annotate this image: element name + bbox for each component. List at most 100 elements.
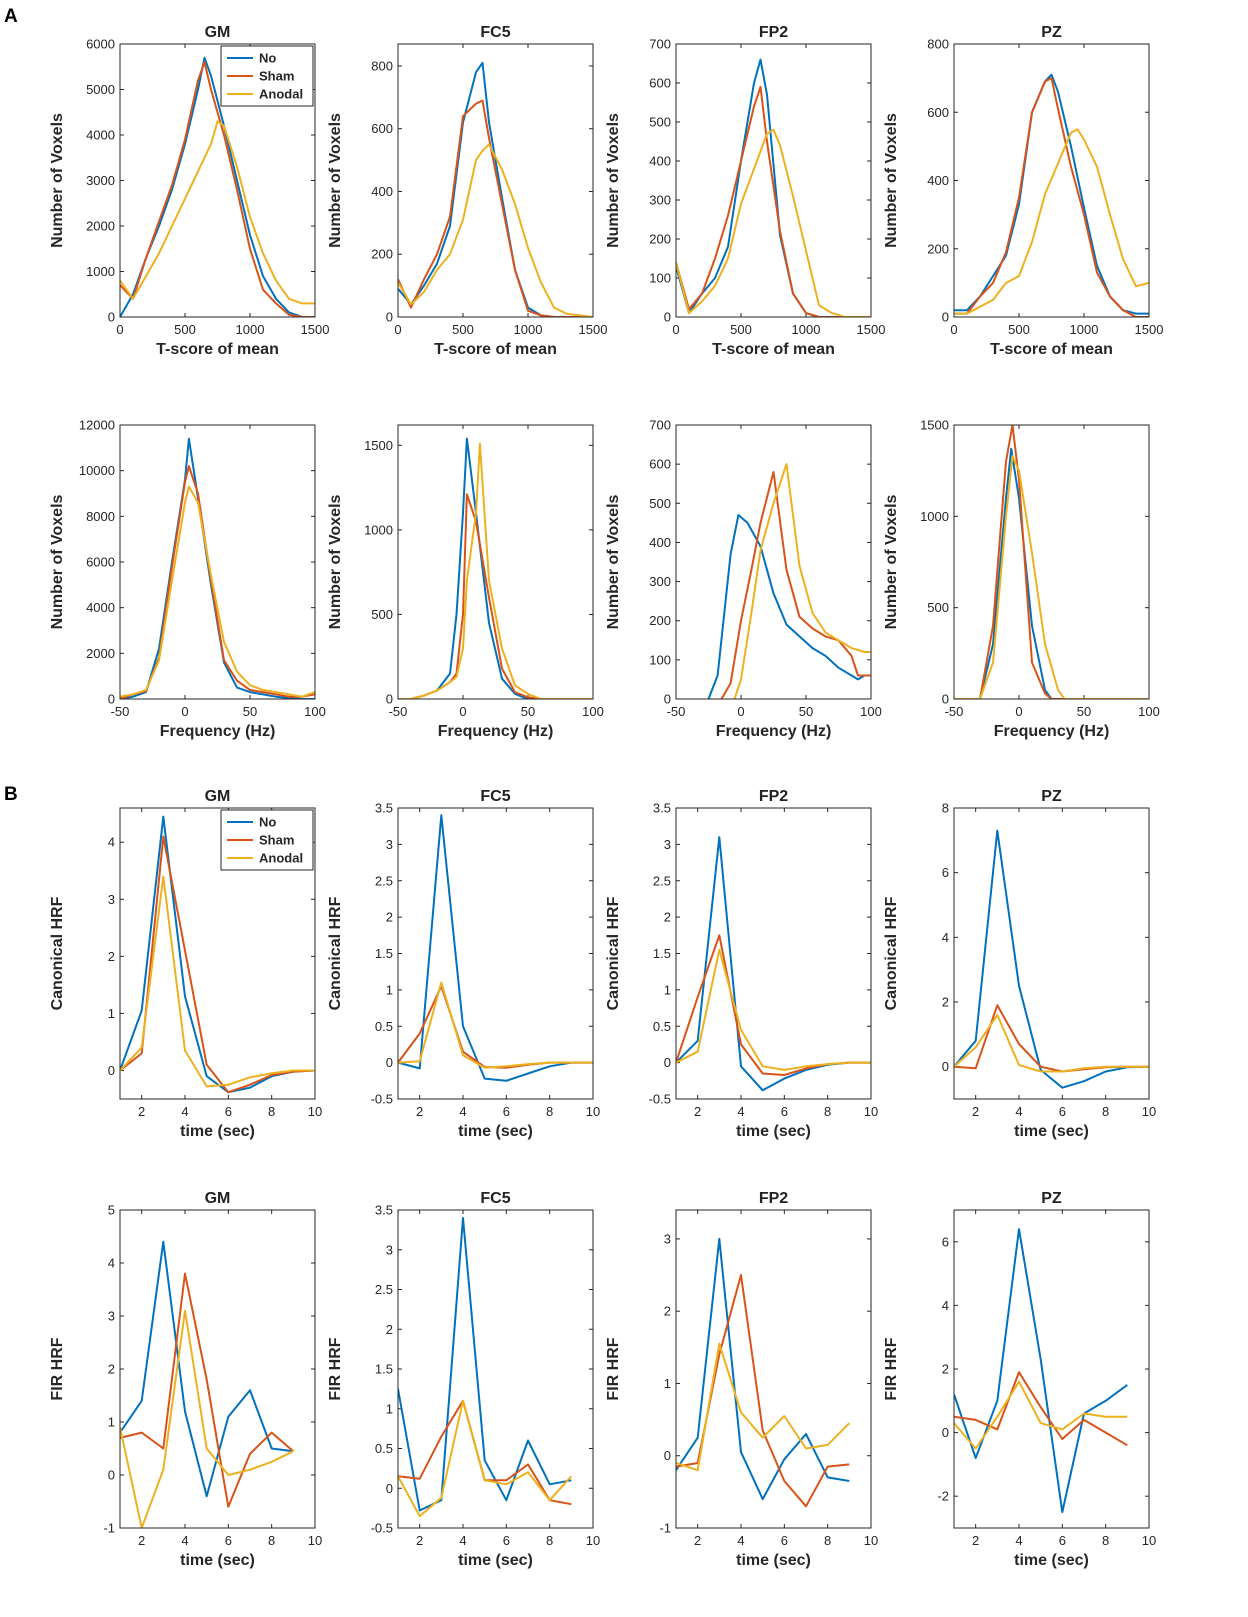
- y-tick-label: 200: [371, 247, 393, 262]
- y-tick-label: 2.5: [375, 1282, 393, 1297]
- y-tick-label: 2.5: [653, 873, 671, 888]
- y-tick-label: 600: [649, 76, 671, 91]
- x-tick-label: 1000: [792, 322, 821, 337]
- x-tick-label: 2: [138, 1104, 145, 1119]
- y-axis-label: Number of Voxels: [883, 494, 900, 629]
- x-tick-label: 100: [304, 704, 326, 719]
- y-tick-label: 3: [108, 1309, 115, 1324]
- y-tick-label: 2000: [86, 219, 115, 234]
- series-group: [676, 58, 871, 317]
- y-tick-label: 3.5: [653, 801, 671, 816]
- y-tick-label: 700: [649, 37, 671, 52]
- y-axis-label: Number of Voxels: [49, 113, 66, 248]
- y-tick-label: 0: [664, 1055, 671, 1070]
- y-tick-label: -1: [103, 1521, 115, 1536]
- series-group: [954, 425, 1149, 699]
- x-tick-label: 4: [459, 1533, 466, 1548]
- y-tick-label: 400: [649, 154, 671, 169]
- axes-frame: [119, 424, 316, 700]
- chart-title: FP2: [759, 24, 788, 41]
- x-tick-label: 2: [694, 1104, 701, 1119]
- chart-title: FP2: [759, 1190, 788, 1207]
- series-line-no: [120, 56, 315, 317]
- y-tick-label: 12000: [79, 418, 115, 433]
- axes-frame: [675, 424, 872, 700]
- y-tick-label: 500: [649, 115, 671, 130]
- x-tick-label: 6: [1059, 1104, 1066, 1119]
- series-line-sham: [398, 99, 593, 317]
- series-line-anodal: [120, 485, 315, 698]
- y-tick-label: -0.5: [371, 1092, 393, 1107]
- y-tick-label: 0.5: [375, 1441, 393, 1456]
- y-tick-label: -0.5: [371, 1521, 393, 1536]
- x-axis-label: time (sec): [1014, 1552, 1089, 1569]
- x-tick-label: 6: [225, 1104, 232, 1119]
- x-tick-label: 6: [225, 1533, 232, 1548]
- x-tick-label: 10: [586, 1533, 600, 1548]
- series-group: [398, 61, 593, 317]
- series-line-sham: [398, 493, 593, 699]
- x-axis-label: time (sec): [736, 1552, 811, 1569]
- series-line-anodal: [954, 128, 1149, 315]
- series-group: [120, 56, 315, 317]
- x-tick-label: 1000: [1070, 322, 1099, 337]
- y-tick-label: 3.5: [375, 801, 393, 816]
- x-tick-label: 50: [799, 704, 813, 719]
- y-tick-label: 0: [942, 310, 949, 325]
- series-group: [954, 73, 1149, 317]
- y-tick-label: 4000: [86, 600, 115, 615]
- chart-b-pz: 2 4 6 8 10 0 2 4 6 8 PZ time (sec) Canonical HRF: [883, 788, 1156, 1140]
- x-tick-label: 0: [737, 704, 744, 719]
- x-axis-label: Frequency (Hz): [438, 723, 554, 740]
- axes-frame: [675, 1209, 872, 1529]
- x-tick-label: 1500: [579, 322, 608, 337]
- x-tick-label: 10: [308, 1104, 322, 1119]
- y-tick-label: 1.5: [653, 946, 671, 961]
- x-tick-label: 6: [781, 1104, 788, 1119]
- x-tick-label: 6: [1059, 1533, 1066, 1548]
- x-tick-label: 8: [824, 1104, 831, 1119]
- series-line-no: [676, 1237, 850, 1501]
- x-tick-label: 50: [243, 704, 257, 719]
- chart-c-fp2: 2 4 6 8 10 -1 0 1 2 3 FP2 time (sec) FIR HRF: [605, 1190, 878, 1569]
- legend: No Sham Anodal: [220, 809, 314, 871]
- series-line-sham: [954, 1371, 1128, 1447]
- y-tick-label: -2: [937, 1489, 949, 1504]
- x-axis-label: time (sec): [458, 1552, 533, 1569]
- y-tick-label: 2: [108, 949, 115, 964]
- series-line-no: [954, 1228, 1128, 1514]
- x-axis-label: T-score of mean: [434, 341, 557, 358]
- y-tick-label: 6000: [86, 37, 115, 52]
- y-tick-label: 1: [386, 1401, 393, 1416]
- y-tick-label: 400: [649, 535, 671, 550]
- x-axis-label: Frequency (Hz): [994, 723, 1110, 740]
- x-tick-label: 6: [503, 1104, 510, 1119]
- panel-label-a: A: [4, 6, 18, 27]
- chart-title: FP2: [759, 788, 788, 805]
- series-group: [954, 829, 1149, 1089]
- x-tick-label: 8: [1102, 1104, 1109, 1119]
- chart-title: FC5: [480, 1190, 510, 1207]
- series-line-no: [398, 437, 593, 699]
- y-axis-label: Canonical HRF: [327, 896, 344, 1010]
- x-tick-label: 2: [416, 1533, 423, 1548]
- y-tick-label: 0: [386, 692, 393, 707]
- chart-title: FC5: [480, 24, 510, 41]
- x-tick-label: 500: [452, 322, 474, 337]
- y-tick-label: 1000: [364, 522, 393, 537]
- y-axis-label: FIR HRF: [327, 1337, 344, 1400]
- y-tick-label: 10000: [79, 463, 115, 478]
- legend-label-anodal: Anodal: [259, 87, 303, 102]
- x-tick-label: 8: [546, 1104, 553, 1119]
- x-tick-label: 4: [181, 1533, 188, 1548]
- x-tick-label: 0: [1015, 704, 1022, 719]
- chart-a-fp2: 0 500 1000 1500 0 100 200 300 400 500 600 700 FP2 T-s…: [605, 24, 885, 358]
- series-line-no: [398, 1217, 572, 1512]
- panel-label-b: B: [4, 784, 18, 805]
- x-tick-label: 8: [1102, 1533, 1109, 1548]
- y-tick-label: 3: [664, 1231, 671, 1246]
- axes-frame: [675, 43, 872, 318]
- series-line-anodal: [120, 1309, 294, 1528]
- x-tick-label: 500: [730, 322, 752, 337]
